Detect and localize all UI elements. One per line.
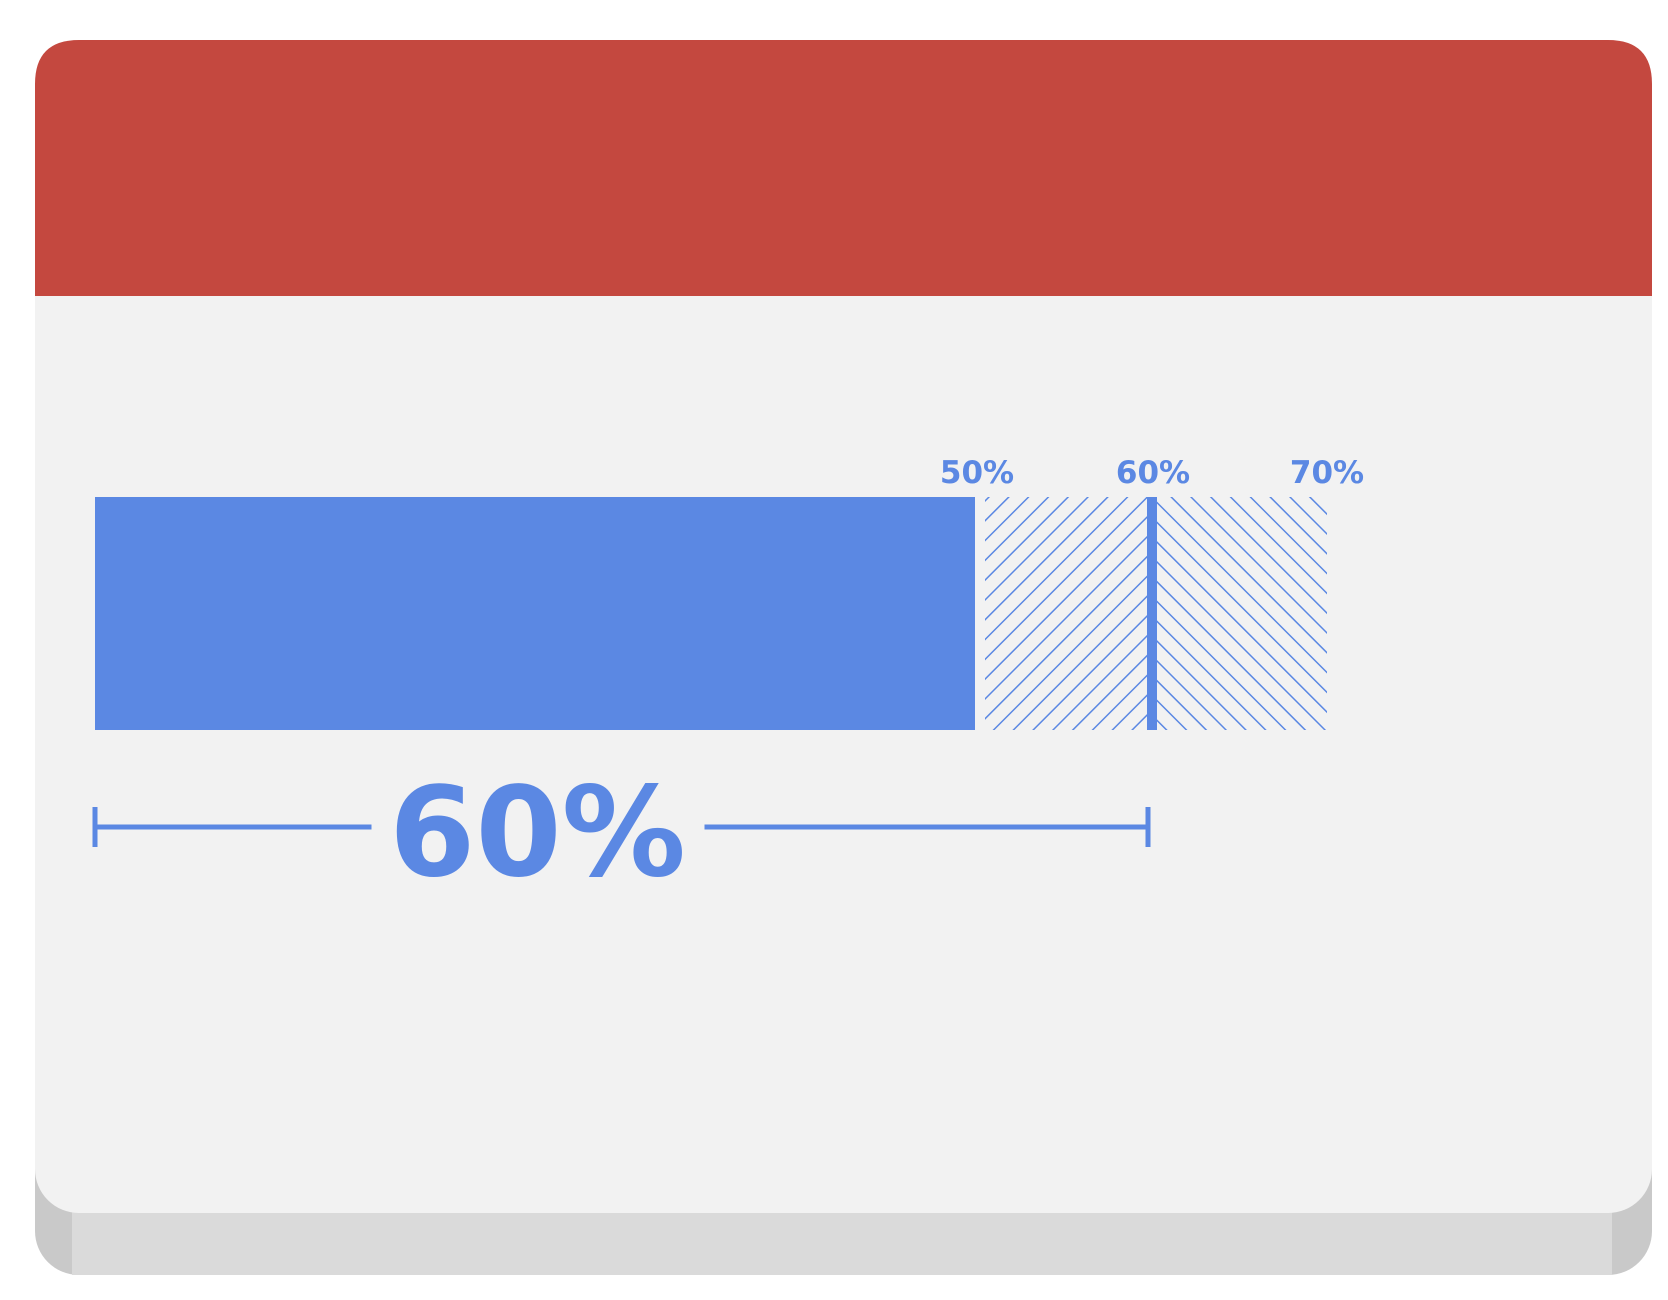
card-header [35, 40, 1652, 296]
progress-bar-filled [95, 497, 975, 730]
measurement-bracket: 60% [92, 761, 1151, 905]
tick-label-60: 60% [1116, 455, 1190, 491]
range-segment-upper [1157, 497, 1327, 730]
progress-bar [95, 497, 1327, 730]
target-marker-line [1147, 497, 1157, 730]
range-segment-lower [985, 497, 1149, 730]
tick-label-50: 50% [940, 455, 1014, 491]
scale-labels: 50% 60% 70% [940, 455, 1364, 491]
tick-label-70: 70% [1290, 455, 1364, 491]
measurement-label: 60% [389, 761, 686, 905]
